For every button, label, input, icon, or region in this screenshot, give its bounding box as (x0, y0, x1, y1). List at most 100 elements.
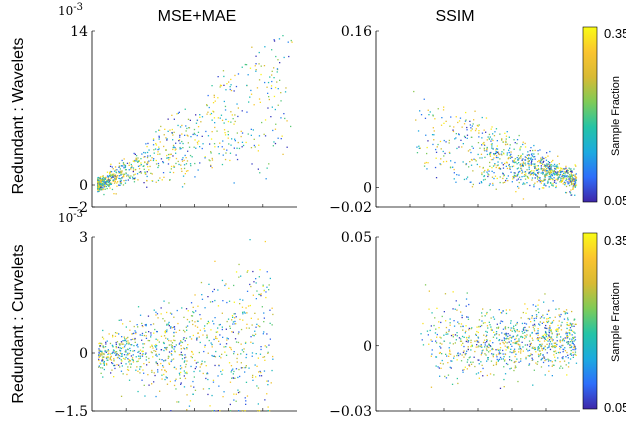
scatter-point (171, 114, 173, 116)
scatter-point (189, 163, 192, 165)
scatter-point (495, 361, 498, 363)
scatter-point (541, 335, 544, 338)
scatter-point (193, 146, 195, 148)
scatter-point (101, 352, 103, 354)
scatter-point (559, 341, 561, 343)
scatter-point (481, 144, 483, 146)
scatter-point (498, 334, 500, 336)
scatter-point (485, 335, 487, 338)
scatter-point (186, 127, 188, 130)
scatter-point (269, 309, 271, 311)
scatter-point (504, 353, 507, 356)
scatter-point (434, 118, 436, 120)
scatter-point (155, 348, 158, 350)
scatter-point (439, 345, 441, 348)
scatter-point (474, 110, 476, 112)
scatter-point (486, 331, 488, 333)
scatter-point (501, 320, 504, 323)
scatter-point (98, 187, 100, 189)
scatter-point (122, 176, 124, 178)
scatter-point (214, 146, 216, 148)
scatter-point (518, 351, 520, 353)
scatter-point (554, 350, 557, 352)
scatter-point (173, 166, 175, 168)
scatter-point (231, 319, 233, 321)
scatter-point (467, 348, 469, 351)
scatter-point (535, 174, 537, 176)
scatter-point (235, 85, 238, 88)
scatter-point (241, 410, 244, 412)
scatter-point (558, 327, 560, 329)
scatter-point (152, 138, 155, 140)
scatter-point (528, 154, 530, 156)
scatter-point (172, 144, 175, 147)
scatter-point (473, 119, 475, 121)
scatter-point (528, 363, 531, 365)
scatter-point (434, 317, 436, 319)
scatter-point (160, 313, 162, 315)
scatter-point (168, 339, 170, 342)
scatter-point (563, 310, 565, 313)
scatter-point (201, 298, 204, 300)
scatter-point (547, 358, 549, 360)
scatter-point (526, 308, 529, 310)
scatter-point (549, 150, 551, 153)
scatter-point (555, 345, 557, 348)
scatter-point (566, 169, 568, 172)
scatter-point (535, 317, 537, 319)
scatter-point (226, 83, 228, 85)
scatter-point (156, 355, 158, 357)
scatter-point (545, 332, 547, 334)
scatter-point (260, 295, 262, 297)
scatter-point (542, 336, 545, 338)
scatter-point (502, 173, 504, 175)
scatter-point (158, 165, 160, 167)
scatter-point (107, 349, 109, 351)
scatter-point (543, 157, 545, 160)
scatter-point (513, 148, 515, 150)
scatter-point (456, 359, 458, 361)
scatter-point (227, 130, 229, 133)
scatter-point (537, 172, 539, 174)
scatter-point (533, 330, 536, 332)
scatter-point (273, 39, 275, 41)
scatter-point (502, 341, 504, 344)
scatter-point (173, 384, 176, 387)
scatter-point (505, 309, 507, 311)
scatter-point (491, 353, 493, 355)
scatter-point (104, 185, 106, 187)
scatter-point (472, 361, 474, 363)
scatter-point (517, 178, 520, 180)
scatter-point (236, 357, 238, 360)
scatter-point (158, 138, 160, 140)
scatter-point (533, 320, 536, 322)
scatter-point (468, 337, 470, 339)
scatter-point (465, 178, 468, 180)
scatter-point (112, 334, 114, 337)
scatter-point (173, 165, 175, 167)
scatter-point (534, 173, 536, 175)
scatter-point (97, 179, 99, 181)
scatter-point (242, 311, 244, 313)
scatter-point (213, 94, 215, 96)
scatter-point (183, 361, 185, 363)
scatter-point (222, 396, 224, 398)
scatter-point (528, 160, 530, 162)
scatter-point (241, 146, 243, 148)
scatter-point (495, 354, 498, 356)
scatter-point (499, 176, 501, 178)
scatter-point (137, 355, 140, 357)
scatter-point (509, 334, 511, 336)
scatter-point (224, 158, 227, 161)
scatter-point (233, 90, 235, 92)
scatter-point (451, 360, 453, 362)
scatter-point (447, 374, 450, 376)
scatter-point (110, 163, 112, 165)
scatter-point (456, 174, 458, 176)
scatter-point (449, 342, 451, 344)
scatter-point (165, 347, 167, 349)
scatter-point (272, 313, 274, 316)
scatter-point (486, 360, 488, 362)
scatter-point (118, 364, 120, 366)
scatter-point (207, 320, 209, 323)
